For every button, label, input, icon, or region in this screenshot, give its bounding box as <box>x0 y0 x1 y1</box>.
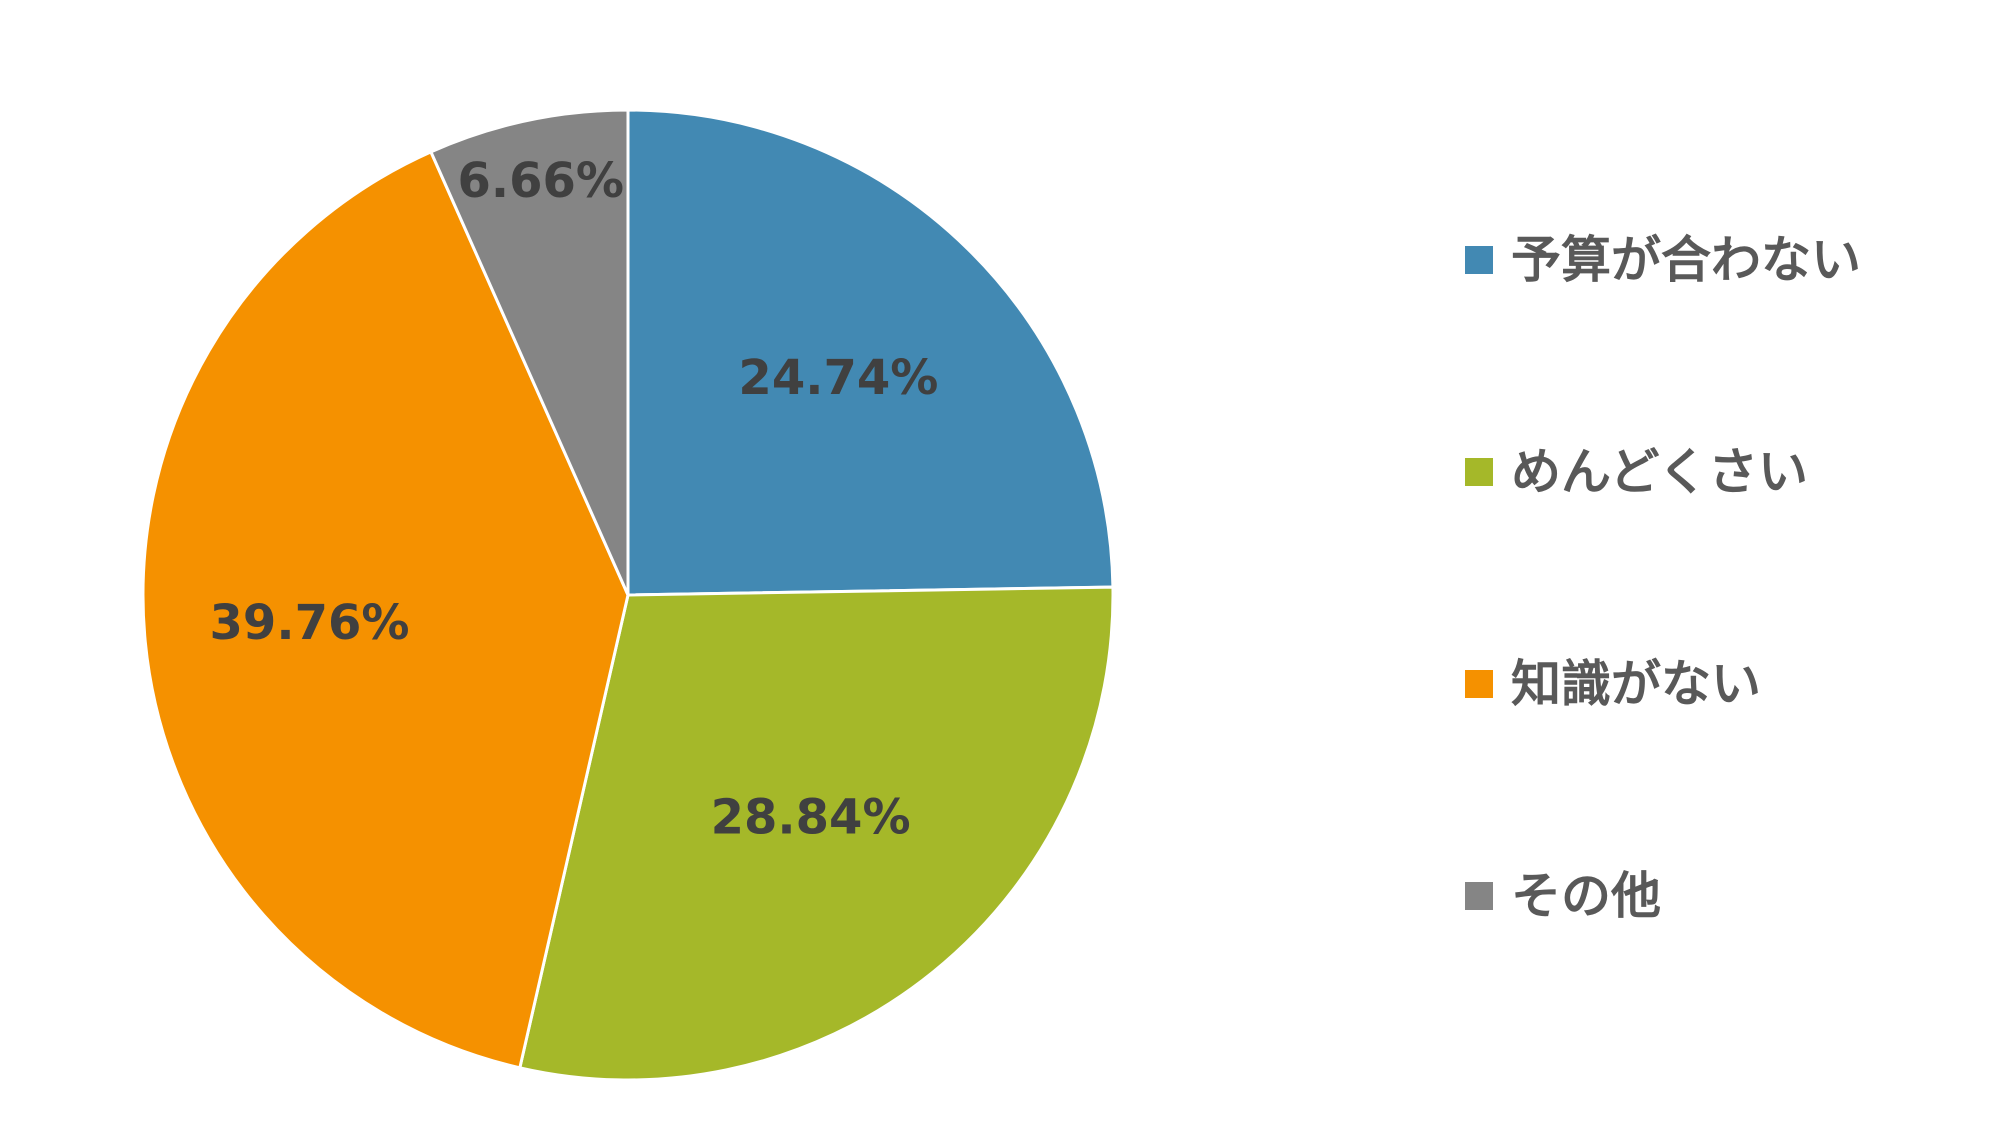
legend-label-budget: 予算が合わない <box>1511 231 1861 289</box>
legend-swatch-other <box>1465 882 1493 910</box>
legend-item-budget[interactable]: 予算が合わない <box>1465 230 1861 290</box>
legend-swatch-budget <box>1465 246 1493 274</box>
legend-item-bother[interactable]: めんどくさい <box>1465 442 1808 502</box>
pie-slice-budget[interactable] <box>626 108 1115 597</box>
pie-slice-bother[interactable] <box>518 585 1115 1082</box>
legend-swatch-knowledge <box>1465 670 1493 698</box>
legend-label-knowledge: 知識がない <box>1511 655 1761 713</box>
legend-swatch-bother <box>1465 458 1493 486</box>
data-label-other: 6.66% <box>457 153 624 209</box>
data-label-bother: 28.84% <box>711 789 911 845</box>
pie-data-labels: 24.74% 28.84% 39.76% 6.66% <box>210 153 939 845</box>
data-label-knowledge: 39.76% <box>210 595 410 651</box>
pie-slice-knowledge[interactable] <box>141 149 630 1070</box>
pie-slice-other[interactable] <box>428 108 630 596</box>
pie-slices <box>141 108 1115 1082</box>
legend-label-other: その他 <box>1511 867 1661 925</box>
data-label-budget: 24.74% <box>738 350 938 406</box>
legend-item-other[interactable]: その他 <box>1465 866 1661 926</box>
legend-item-knowledge[interactable]: 知識がない <box>1465 654 1761 714</box>
legend-label-bother: めんどくさい <box>1511 443 1808 501</box>
